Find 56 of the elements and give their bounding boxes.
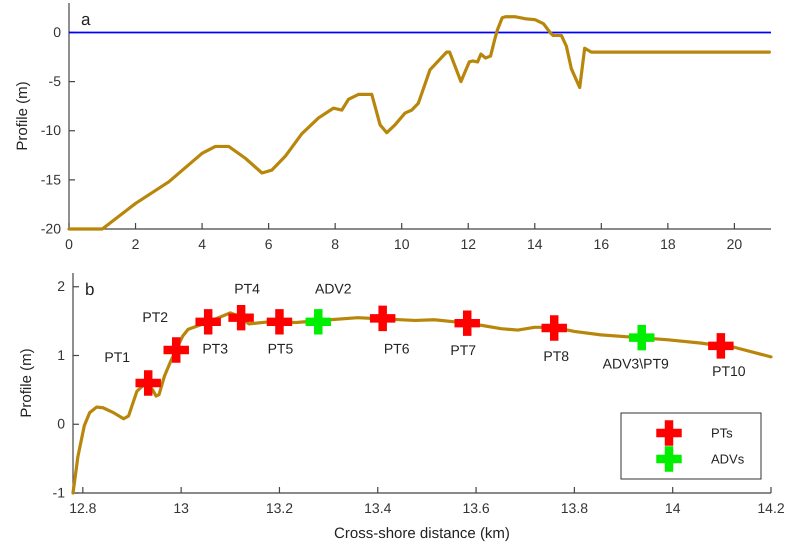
x-tick-label: 6 [264, 236, 273, 252]
x-tick-label: 12 [460, 236, 476, 252]
x-tick-label: 13.6 [462, 500, 490, 516]
y-tick-label: 0 [53, 24, 62, 40]
y-tick-label: -1 [52, 484, 66, 500]
x-axis-title: Cross-shore distance (km) [334, 525, 510, 542]
legend-label: PTs [711, 426, 734, 441]
x-tick-label: 18 [660, 236, 676, 252]
annotation: b [85, 280, 94, 299]
annotation: ADV2 [314, 280, 352, 297]
x-tick-label: 2 [132, 236, 140, 252]
y-tick-label: 2 [57, 278, 66, 294]
x-tick-label: 16 [594, 236, 610, 252]
x-tick-label: 4 [198, 236, 206, 252]
annotation: PT7 [450, 342, 476, 358]
x-tick-label: 10 [394, 236, 410, 252]
legend-label: ADVs [711, 452, 745, 467]
point [228, 304, 254, 330]
x-tick-label: 13.2 [266, 500, 294, 516]
point [195, 309, 221, 335]
point [628, 324, 654, 350]
x-tick-label: 13 [173, 500, 190, 516]
point [306, 309, 332, 335]
y-axis-title: Profile (m) [14, 81, 31, 151]
y-tick-label: -15 [40, 171, 62, 188]
point [454, 310, 480, 336]
annotation: PT6 [384, 340, 410, 356]
y-tick-label: -10 [40, 122, 62, 138]
x-tick-label: 8 [331, 236, 340, 252]
annotation: ADV3\PT9 [602, 356, 670, 372]
point [370, 306, 396, 332]
x-tick-label: 20 [726, 236, 742, 252]
annotation: PT3 [202, 340, 228, 357]
point [135, 370, 161, 396]
y-tick-label: 0 [57, 416, 66, 432]
y-tick-label: -20 [40, 220, 62, 236]
annotation: PT1 [104, 348, 130, 365]
point [542, 315, 567, 341]
annotation: PT4 [234, 280, 260, 297]
y-axis-title: Profile (m) [18, 348, 35, 418]
annotation: PT8 [543, 348, 570, 364]
x-tick-label: 14 [664, 500, 681, 516]
x-tick-label: 13.4 [364, 500, 392, 516]
x-tick-label: 14.2 [757, 500, 785, 516]
point [163, 337, 189, 363]
point [708, 333, 734, 359]
annotation: PT2 [142, 308, 168, 325]
y-tick-label: 1 [57, 346, 66, 363]
x-tick-label: 14 [526, 236, 543, 252]
x-tick-label: 12.8 [69, 500, 97, 516]
y-tick-label: -5 [48, 73, 62, 90]
annotation: a [81, 10, 91, 29]
annotation: PT5 [268, 340, 294, 357]
point [266, 309, 292, 335]
annotation: PT10 [712, 362, 746, 379]
x-tick-label: 13.8 [560, 500, 588, 516]
